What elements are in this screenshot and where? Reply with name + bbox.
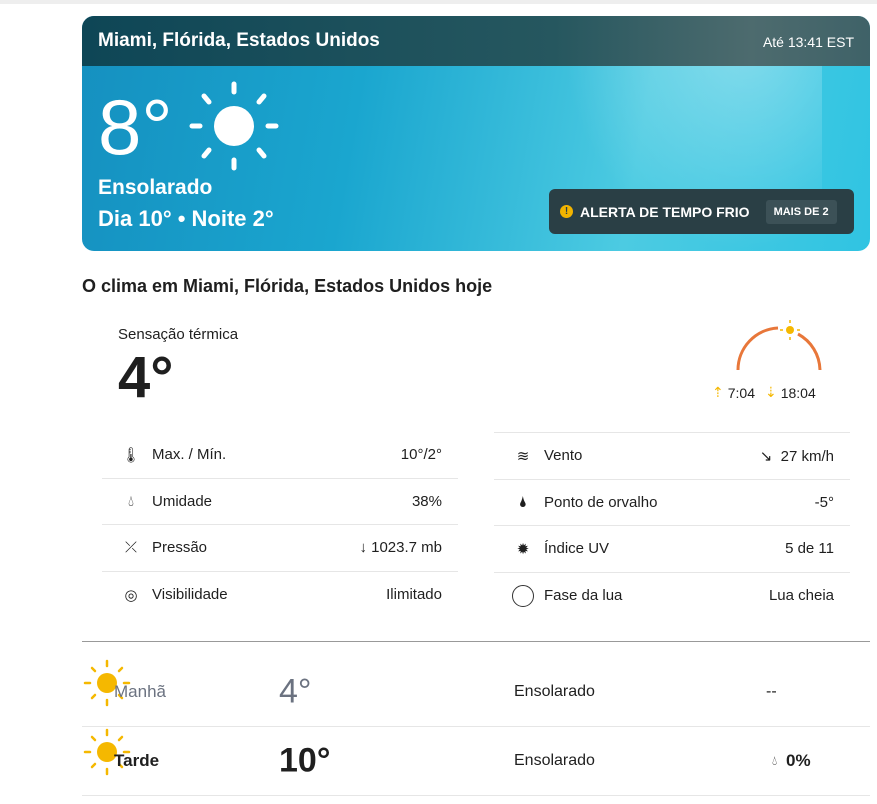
detail-row: 🌡︎ Max. / Mín. 10°/2° [102, 432, 458, 479]
detail-label: Umidade [152, 492, 213, 510]
sun-times: ⇡ 7:04 ⇣ 18:04 [712, 384, 816, 401]
detail-row: ≋ Vento ↘ 27 km/h [494, 433, 850, 480]
day-night-temps: Dia 10° • Noite 2° [98, 206, 274, 231]
sun-icon [83, 659, 131, 707]
sun-icon [189, 81, 279, 171]
sunset-time: 18:04 [780, 384, 816, 401]
detail-label: Pressão [152, 539, 208, 557]
period-temp: 10° [279, 741, 331, 780]
period-precip: -- [766, 683, 777, 700]
detail-row: ✹ Índice UV 5 de 11 [494, 526, 850, 573]
today-title: O clima em Miami, Flórida, Estados Unido… [82, 276, 493, 296]
detail-value: Lua cheia [768, 587, 834, 605]
feels-like-label: Sensação térmica [118, 326, 239, 343]
detail-value: 5 de 11 [785, 540, 834, 558]
period-row-afternoon[interactable]: Tarde 10° Ensolarado 💧︎ 0% [82, 727, 870, 796]
top-bar [0, 0, 877, 4]
uv-icon: ✹ [516, 540, 530, 558]
detail-row: 🌢︎ Ponto de orvalho -5° [494, 480, 850, 526]
warning-icon: ! [560, 205, 573, 218]
detail-label: Vento [544, 447, 583, 465]
detail-label: Índice UV [544, 540, 610, 558]
pressure-icon: ⤫ [124, 539, 137, 557]
detail-value: Ilimitado [386, 586, 442, 604]
updated-time: Até 13:41 EST [762, 34, 854, 50]
detail-label: Max. / Mín. [152, 446, 227, 464]
drop-icon: 💧︎ [127, 492, 134, 510]
sunrise-icon: ⇡ [712, 384, 724, 400]
current-weather-card: Miami, Flórida, Estados Unidos Até 13:41… [82, 16, 870, 251]
sun-icon [83, 728, 131, 776]
sunrise-time: 7:04 [727, 384, 755, 401]
eye-icon: ◎ [124, 586, 138, 604]
feels-like-value: 4° [118, 345, 174, 410]
period-precip: 0% [786, 751, 811, 770]
wind-icon: ≋ [516, 447, 530, 465]
detail-label: Ponto de orvalho [544, 493, 658, 511]
period-temp: 4° [279, 672, 312, 711]
period-condition: Ensolarado [514, 683, 595, 700]
drop-icon: 💧︎ [772, 753, 778, 768]
detail-value: -5° [814, 493, 834, 511]
condition-text: Ensolarado [98, 176, 213, 199]
alert-label: ALERTA DE TEMPO FRIO [580, 203, 750, 220]
thermometer-icon: 🌡︎ [121, 446, 141, 464]
detail-row: Fase da lua Lua cheia [494, 573, 850, 620]
detail-row: 💧︎ Umidade 38% [102, 479, 458, 525]
detail-value: ↓ 1023.7 mb [359, 539, 442, 557]
detail-value: ↘ 27 km/h [759, 447, 834, 465]
detail-row: ◎ Visibilidade Ilimitado [102, 572, 458, 619]
period-name: Tarde [114, 751, 160, 770]
cold-weather-alert[interactable]: ! ALERTA DE TEMPO FRIO MAIS DE 2 [549, 189, 854, 234]
dewpoint-icon: 🌢︎ [518, 493, 528, 511]
period-name: Manhã [114, 682, 166, 701]
detail-label: Fase da lua [544, 587, 623, 605]
sunset-icon: ⇣ [764, 384, 777, 400]
detail-row: ⤫ Pressão ↓ 1023.7 mb [102, 525, 458, 572]
current-temp: 8° [98, 83, 173, 171]
period-row-morning[interactable]: Manhã 4° Ensolarado -- [82, 658, 870, 727]
detail-label: Visibilidade [152, 586, 228, 604]
detail-value: 10°/2° [400, 446, 442, 464]
details-left: 🌡︎ Max. / Mín. 10°/2° 💧︎ Umidade 38% ⤫ Pressã… [102, 432, 458, 618]
more-alerts-button[interactable]: MAIS DE 2 [765, 199, 837, 224]
detail-value: 38% [411, 492, 442, 510]
period-condition: Ensolarado [514, 752, 595, 769]
sun-arc-icon [736, 320, 822, 371]
moon-full-icon [510, 584, 536, 607]
location-title: Miami, Flórida, Estados Unidos [98, 30, 380, 51]
divider [82, 641, 870, 642]
details-right: ≋ Vento ↘ 27 km/h 🌢︎ Ponto de orvalho -5° ✹ Í… [494, 432, 850, 619]
card-header: Miami, Flórida, Estados Unidos Até 13:41… [82, 16, 870, 66]
